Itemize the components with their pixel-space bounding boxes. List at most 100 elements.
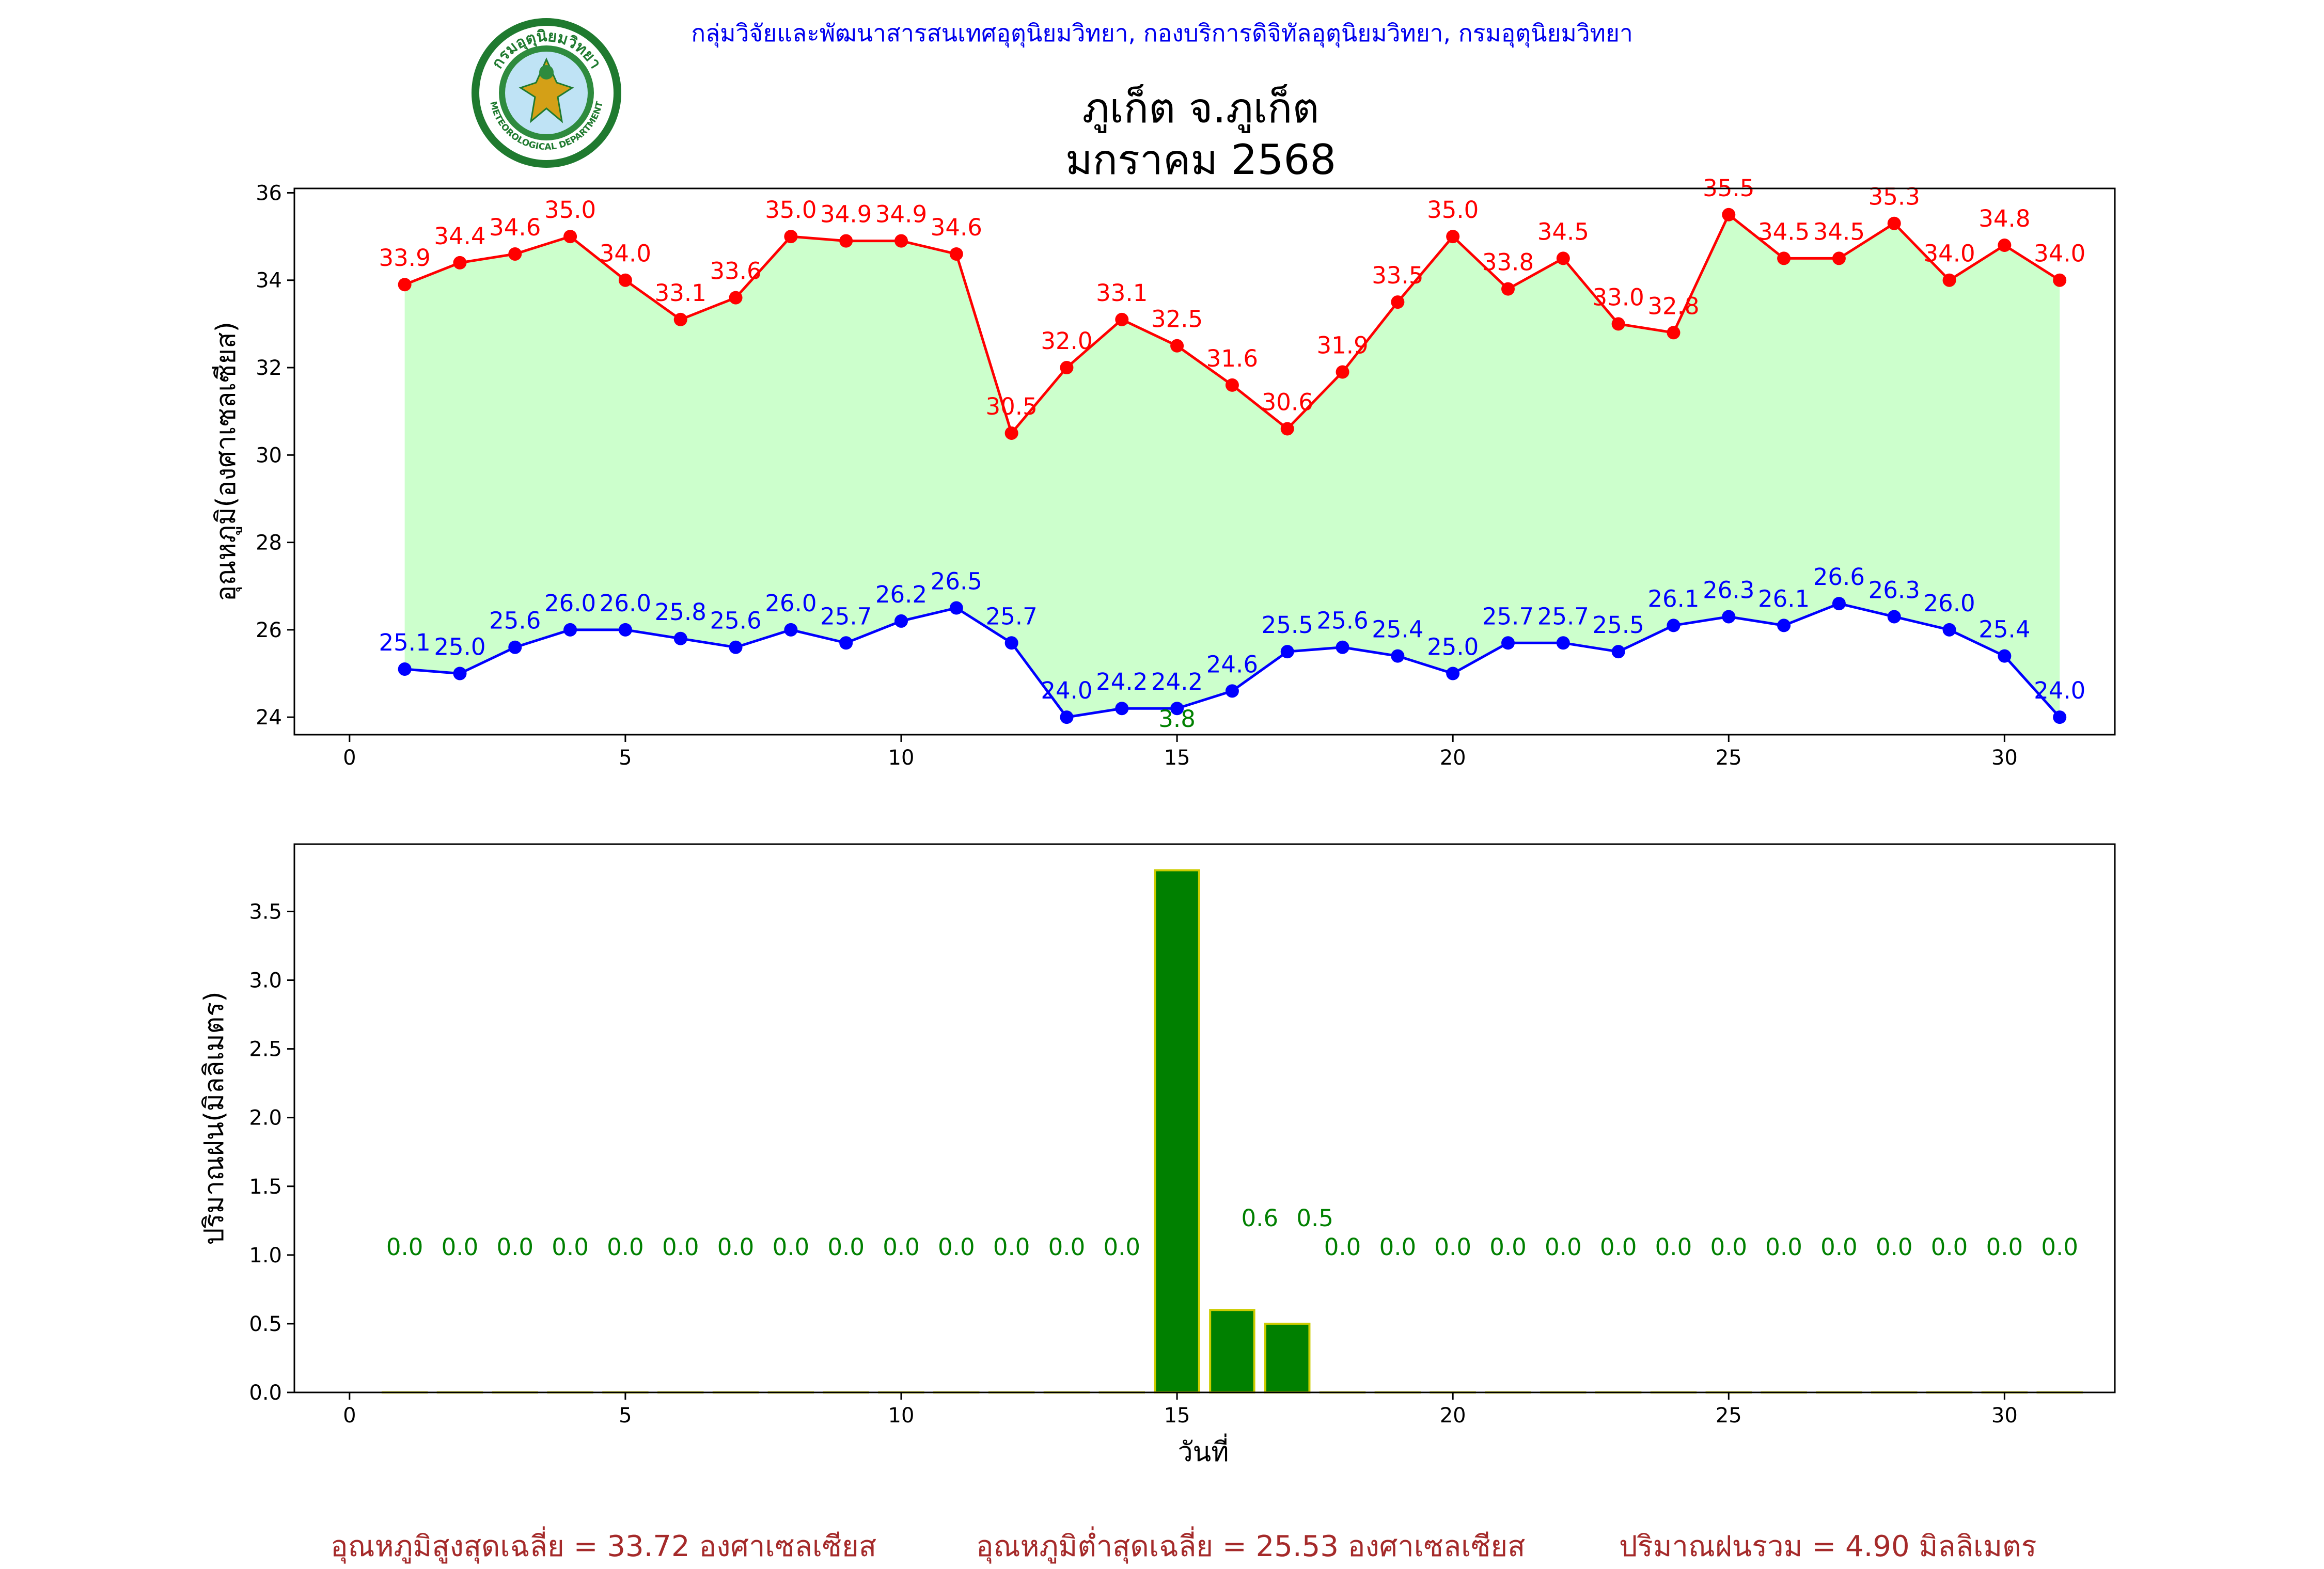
max-temperature-label: 30.6 [1262, 389, 1313, 416]
min-temperature-label: 26.0 [765, 590, 816, 617]
rainfall-bars [383, 870, 2082, 1393]
max-temperature-label: 34.6 [931, 214, 982, 241]
min-temperature-point [1226, 684, 1239, 698]
rainfall-value-label: 0.0 [1545, 1233, 1582, 1261]
max-temperature-label: 34.5 [1813, 218, 1865, 245]
max-temperature-point [674, 313, 687, 326]
rainfall-x-tick-label: 30 [1991, 1404, 2018, 1428]
temperature-annotation: 3.8 [1158, 705, 1196, 733]
rainfall-y-tick-label: 0.0 [249, 1381, 282, 1405]
min-temperature-point [619, 623, 632, 637]
min-temperature-point [1281, 645, 1294, 658]
max-temperature-point [1060, 361, 1073, 374]
max-temperature-label: 33.1 [655, 279, 706, 307]
max-temperature-label: 34.0 [2034, 240, 2085, 267]
rainfall-y-tick-label: 0.5 [249, 1312, 282, 1336]
max-temperature-label: 35.0 [765, 196, 816, 224]
max-temperature-label: 31.9 [1316, 331, 1368, 359]
temperature-y-tick-label: 34 [256, 269, 282, 293]
max-temperature-point [1943, 274, 1956, 287]
min-temperature-label: 26.0 [600, 590, 651, 617]
max-temperature-point [1170, 339, 1184, 353]
min-temperature-label: 26.5 [931, 568, 982, 595]
min-temperature-point [950, 601, 963, 615]
max-temperature-point [1998, 239, 2011, 252]
temperature-y-tick-label: 32 [256, 356, 282, 380]
max-temperature-point [1281, 422, 1294, 436]
min-temperature-point [1446, 667, 1459, 680]
rainfall-value-label: 0.0 [1324, 1233, 1361, 1261]
min-temperature-label: 25.4 [1372, 616, 1423, 643]
max-temperature-point [1557, 251, 1570, 265]
max-temperature-point [1722, 208, 1735, 221]
temperature-y-tick-label: 30 [256, 443, 282, 467]
max-temperature-point [1888, 217, 1901, 230]
min-temperature-point [1501, 636, 1515, 649]
max-temperature-point [453, 256, 466, 270]
max-temperature-label: 34.9 [820, 201, 872, 228]
max-temperature-label: 32.0 [1041, 327, 1092, 355]
rainfall-value-label: 0.0 [1876, 1233, 1913, 1261]
max-temperature-label: 31.6 [1206, 345, 1258, 372]
max-temperature-label: 35.0 [1427, 196, 1479, 224]
min-temperature-point [1832, 597, 1846, 610]
min-temperature-point [398, 662, 412, 676]
max-temperature-point [508, 247, 522, 261]
min-temperature-point [1391, 649, 1404, 663]
rainfall-value-label: 0.0 [1434, 1233, 1471, 1261]
min-temperature-label: 25.6 [489, 607, 541, 635]
min-temperature-label: 25.8 [655, 598, 706, 626]
temperature-x-tick-label: 25 [1716, 746, 1742, 770]
min-temperature-point [1777, 619, 1791, 632]
min-temperature-point [784, 623, 797, 637]
summary-average-max-temperature: อุณหภูมิสูงสุดเฉลี่ย = 33.72 องศาเซลเซีย… [331, 1523, 876, 1569]
min-temperature-point [1888, 610, 1901, 623]
rainfall-bar [1210, 1310, 1254, 1392]
rainfall-value-label: 0.0 [717, 1233, 755, 1261]
max-temperature-label: 32.5 [1151, 306, 1203, 333]
max-temperature-label: 33.1 [1096, 279, 1148, 307]
max-temperature-label: 33.9 [379, 244, 431, 272]
max-temperature-point [1391, 295, 1404, 309]
max-temperature-label: 34.5 [1537, 218, 1589, 245]
min-temperature-point [1060, 710, 1073, 724]
rainfall-value-label: 0.0 [2041, 1233, 2078, 1261]
min-temperature-label: 26.6 [1813, 563, 1865, 591]
min-temperature-point [1612, 645, 1625, 658]
min-temperature-label: 26.1 [1758, 585, 1810, 612]
max-temperature-point [619, 274, 632, 287]
rainfall-y-tick-label: 2.0 [249, 1106, 282, 1130]
summary-average-min-temperature: อุณหภูมิต่ำสุดเฉลี่ย = 25.53 องศาเซลเซีย… [976, 1523, 1525, 1569]
min-temperature-label: 26.1 [1647, 585, 1699, 612]
rainfall-bar [1155, 870, 1199, 1392]
rainfall-value-label: 0.6 [1242, 1205, 1279, 1232]
max-temperature-point [1446, 230, 1459, 243]
max-temperature-label: 34.8 [1978, 205, 2030, 232]
max-temperature-point [784, 230, 797, 243]
rainfall-value-label: 0.0 [1655, 1233, 1692, 1261]
min-temperature-label: 25.7 [986, 603, 1038, 630]
rainfall-value-label: 0.0 [938, 1233, 975, 1261]
rainfall-value-label: 0.0 [1600, 1233, 1637, 1261]
max-temperature-label: 33.0 [1593, 283, 1644, 311]
rainfall-value-label: 0.0 [773, 1233, 810, 1261]
max-temperature-point [1612, 317, 1625, 330]
min-temperature-point [1943, 623, 1956, 637]
rainfall-value-label: 0.0 [1489, 1233, 1527, 1261]
min-temperature-point [1722, 610, 1735, 623]
max-temperature-point [1005, 426, 1018, 440]
min-temperature-label: 25.5 [1593, 611, 1644, 639]
rainfall-value-label: 0.0 [662, 1233, 699, 1261]
rainfall-y-tick-label: 1.0 [249, 1244, 282, 1267]
summary-total-rainfall: ปริมาณฝนรวม = 4.90 มิลลิเมตร [1619, 1523, 2037, 1569]
rainfall-x-tick-label: 15 [1164, 1404, 1190, 1428]
temperature-x-tick-label: 30 [1991, 746, 2018, 770]
max-temperature-point [1667, 326, 1680, 339]
min-temperature-point [729, 641, 743, 654]
temperature-y-tick-label: 24 [256, 706, 282, 730]
min-temperature-point [1005, 636, 1018, 649]
temperature-x-tick-label: 15 [1164, 746, 1190, 770]
